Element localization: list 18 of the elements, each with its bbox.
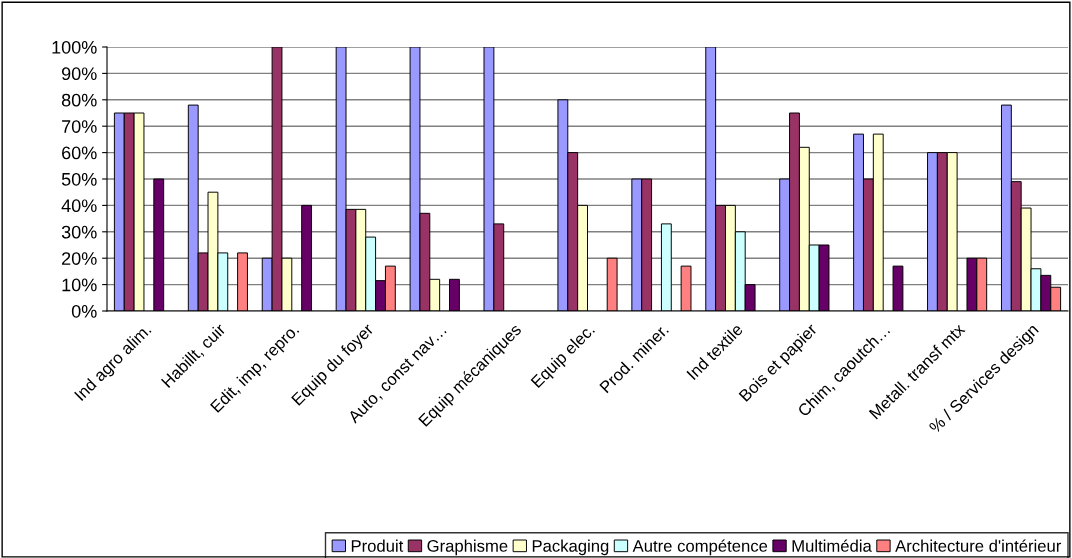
y-tick-label: 30% (61, 225, 97, 239)
y-tick-label: 50% (61, 172, 97, 186)
y-tick-label: 40% (61, 199, 97, 213)
y-tick-label: 20% (62, 252, 97, 265)
y-tick-label: 0% (71, 304, 97, 318)
legend-label: Multimédia (792, 539, 872, 552)
legend-label: Produit (351, 539, 404, 552)
y-tick-label: 60% (62, 146, 97, 160)
y-tick-label: 80% (61, 93, 97, 107)
x-tick-label: Ind agro alim. (73, 323, 154, 404)
y-tick-label: 10% (62, 278, 97, 292)
legend-label: Packaging (532, 539, 609, 556)
y-tick-label: 70% (62, 120, 97, 133)
legend-label: Autre compétence (632, 539, 768, 556)
y-tick-label: 90% (61, 67, 97, 81)
legend-label: Graphisme (427, 539, 508, 556)
y-tick-label: 100% (52, 40, 97, 54)
legend-label: Architecture d'intérieur (895, 539, 1062, 552)
